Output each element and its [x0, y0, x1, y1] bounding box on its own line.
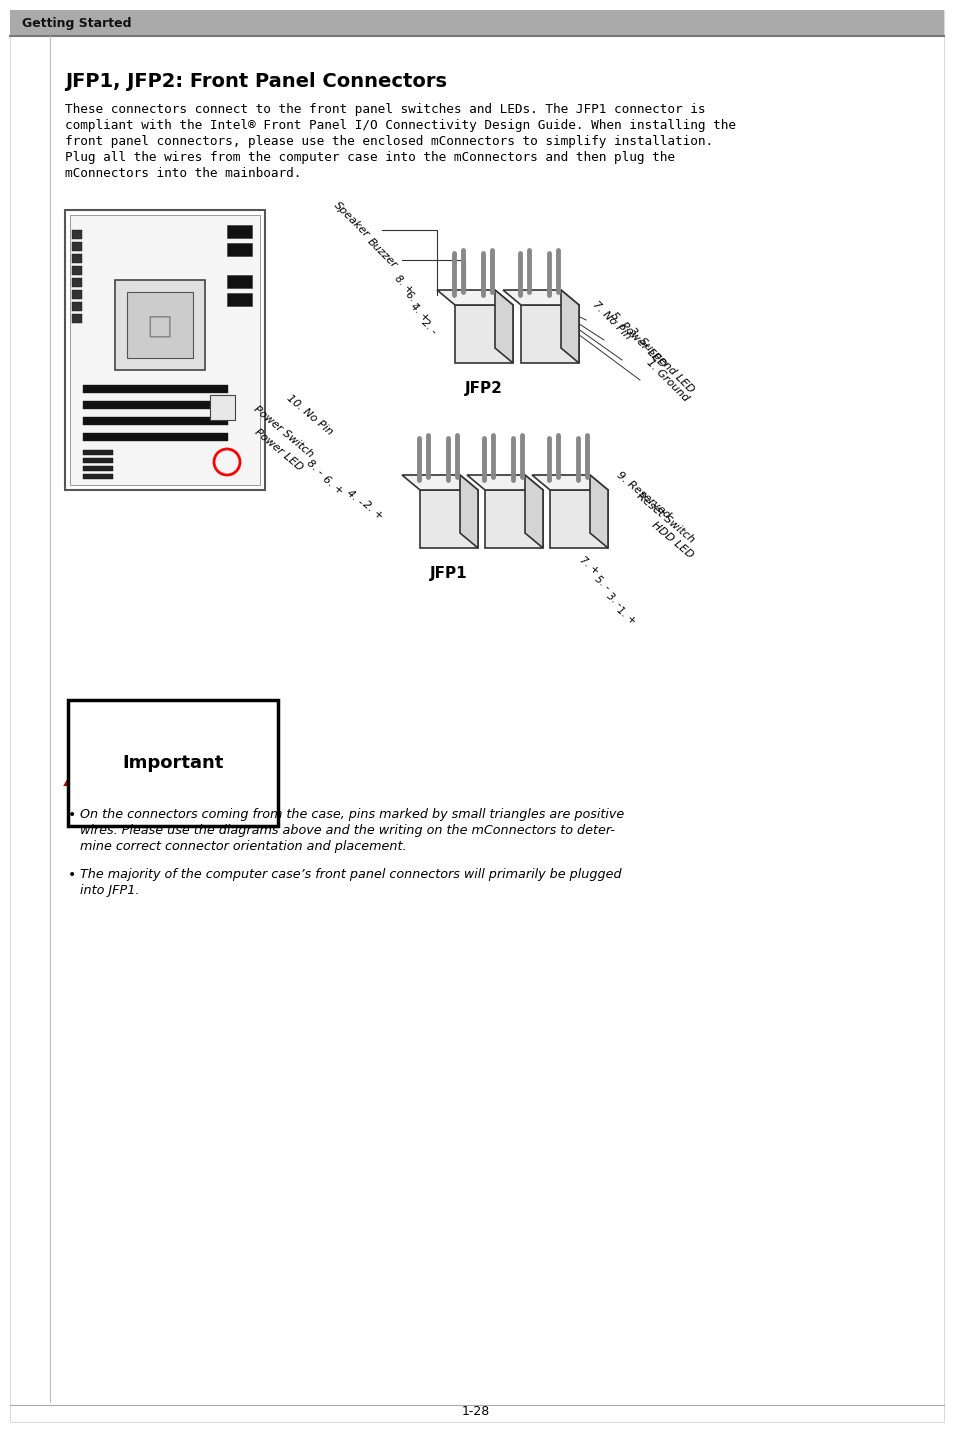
Bar	[83, 417, 228, 425]
Bar	[227, 294, 252, 306]
Polygon shape	[589, 475, 607, 548]
Bar	[71, 231, 82, 239]
Text: •: •	[68, 868, 76, 882]
Polygon shape	[467, 475, 542, 490]
Polygon shape	[436, 291, 513, 305]
Text: 5. -: 5. -	[593, 574, 612, 593]
Text: Power LED: Power LED	[253, 427, 305, 473]
Text: into JFP1.: into JFP1.	[80, 884, 139, 896]
Bar	[115, 281, 205, 369]
Bar	[71, 314, 82, 324]
Bar	[127, 292, 193, 358]
Text: 8. -: 8. -	[304, 458, 325, 478]
Text: mine correct connector orientation and placement.: mine correct connector orientation and p…	[80, 841, 406, 853]
Bar	[71, 291, 82, 299]
Text: mConnectors into the mainboard.: mConnectors into the mainboard.	[65, 168, 301, 180]
Bar	[71, 266, 82, 275]
Text: 1. Ground: 1. Ground	[644, 357, 690, 402]
Text: HDD LED: HDD LED	[649, 520, 695, 560]
Text: 5. Power LED: 5. Power LED	[608, 311, 667, 369]
Text: 4. -: 4. -	[344, 488, 365, 508]
Polygon shape	[495, 291, 513, 362]
Bar	[83, 401, 228, 410]
Text: Plug all the wires from the computer case into the mConnectors and then plug the: Plug all the wires from the computer cas…	[65, 150, 675, 165]
Text: 3. Suspend LED: 3. Suspend LED	[626, 325, 695, 394]
Bar	[83, 450, 112, 455]
Text: These connectors connect to the front panel switches and LEDs. The JFP1 connecto: These connectors connect to the front pa…	[65, 103, 705, 116]
Text: 2. +: 2. +	[360, 498, 385, 521]
Polygon shape	[550, 490, 607, 548]
Bar	[210, 395, 234, 420]
Bar	[71, 278, 82, 286]
Polygon shape	[560, 291, 578, 362]
Text: compliant with the Intel® Front Panel I/O Connectivity Design Guide. When instal: compliant with the Intel® Front Panel I/…	[65, 119, 735, 132]
Bar	[10, 10, 943, 36]
Polygon shape	[484, 490, 542, 548]
Text: □: □	[147, 311, 172, 339]
Text: 9. Reserved: 9. Reserved	[615, 470, 672, 520]
Text: !: !	[85, 762, 94, 782]
Text: 8. +: 8. +	[392, 274, 415, 296]
Bar	[71, 242, 82, 251]
Text: 10. No Pin: 10. No Pin	[285, 392, 335, 437]
Bar	[71, 302, 82, 311]
Polygon shape	[502, 291, 578, 305]
Polygon shape	[532, 475, 607, 490]
Bar	[227, 225, 252, 238]
Text: •: •	[68, 808, 76, 822]
Polygon shape	[419, 490, 477, 548]
Text: On the connectors coming from the case, pins marked by small triangles are posit: On the connectors coming from the case, …	[80, 808, 623, 821]
Text: JFP2: JFP2	[464, 381, 502, 397]
Polygon shape	[459, 475, 477, 548]
Polygon shape	[520, 305, 578, 362]
Text: Important: Important	[122, 755, 223, 772]
Text: Getting Started: Getting Started	[22, 17, 132, 30]
Text: 6. +: 6. +	[320, 474, 345, 497]
Bar	[83, 458, 112, 463]
Text: JFP1, JFP2: Front Panel Connectors: JFP1, JFP2: Front Panel Connectors	[65, 72, 447, 92]
Bar	[71, 253, 82, 263]
Text: 6. -: 6. -	[403, 289, 422, 308]
Text: 3. -: 3. -	[604, 591, 623, 609]
Text: front panel connectors, please use the enclosed mConnectors to simplify installa: front panel connectors, please use the e…	[65, 135, 713, 147]
Bar	[83, 432, 228, 441]
Bar	[227, 275, 252, 288]
Bar	[65, 211, 265, 490]
Polygon shape	[524, 475, 542, 548]
Text: 7. No Pin: 7. No Pin	[590, 299, 633, 341]
Text: 7. +: 7. +	[578, 556, 600, 577]
Text: wires. Please use the diagrams above and the writing on the mConnectors to deter: wires. Please use the diagrams above and…	[80, 823, 615, 836]
Text: 1-28: 1-28	[461, 1405, 490, 1418]
Bar	[83, 465, 112, 471]
Bar	[83, 385, 228, 392]
Text: 2. -: 2. -	[419, 318, 438, 337]
Text: The majority of the computer case’s front panel connectors will primarily be plu: The majority of the computer case’s fron…	[80, 868, 621, 881]
Text: 4. +: 4. +	[408, 302, 431, 324]
Text: Speaker: Speaker	[332, 200, 372, 239]
Text: Power Switch: Power Switch	[252, 404, 314, 460]
Text: 1. +: 1. +	[615, 606, 638, 627]
Text: JFP1: JFP1	[430, 566, 467, 581]
Polygon shape	[65, 742, 115, 785]
Polygon shape	[455, 305, 513, 362]
Polygon shape	[401, 475, 477, 490]
Bar	[70, 215, 260, 485]
Bar	[83, 474, 112, 478]
Text: Reset Switch: Reset Switch	[635, 491, 696, 546]
Bar	[227, 243, 252, 256]
Text: Buzzer: Buzzer	[365, 236, 398, 269]
